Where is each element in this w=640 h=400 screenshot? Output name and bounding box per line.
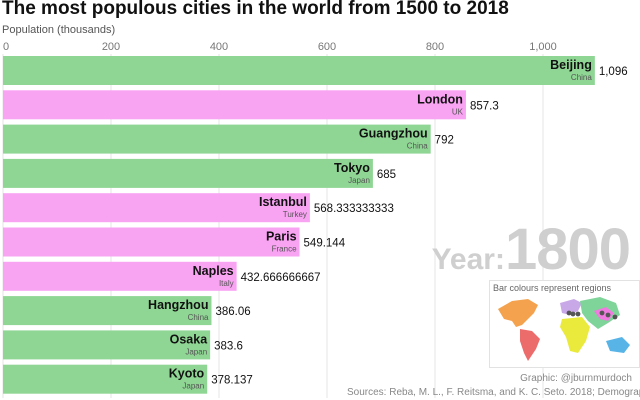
tick-label: 0: [3, 41, 9, 53]
tick-label: 400: [210, 41, 228, 53]
bar-city-label: Beijing: [550, 58, 592, 72]
chart-title: The most populous cities in the world fr…: [2, 0, 509, 19]
sources-note: Sources: Reba, M. L., F. Reitsma, and K.…: [347, 387, 640, 398]
bar: [3, 364, 208, 394]
bar: [3, 296, 212, 326]
region-legend: Bar colours represent regions: [489, 280, 640, 368]
bar-value-label: 792: [435, 135, 454, 147]
bar-city-label: Tokyo: [334, 161, 370, 175]
tick-label: 600: [318, 41, 336, 53]
bar-city-label: Hangzhou: [148, 298, 208, 312]
axis-label: Population (thousands): [2, 24, 116, 36]
map-north-america: [498, 299, 538, 327]
bar-value-label: 549.144: [304, 238, 346, 250]
bar-country-label: China: [407, 142, 428, 151]
city-marker: [570, 311, 576, 317]
tick-labels: 0 200 400 600 800 1,000: [3, 41, 557, 53]
map-europe: [560, 299, 582, 315]
bar-value-label: 386.06: [215, 306, 250, 318]
bar-city-label: Kyoto: [169, 367, 205, 381]
graphic-credit: Graphic: @jburnmurdoch: [520, 373, 632, 384]
city-marker: [605, 312, 611, 318]
bar: [3, 261, 237, 291]
city-marker: [599, 310, 605, 316]
bar-value-label: 857.3: [470, 100, 499, 112]
bar-value-label: 432.666666667: [241, 272, 321, 284]
bar-value-label: 1,096: [599, 66, 628, 78]
map-oceania: [606, 337, 630, 353]
bar: [3, 330, 211, 360]
bar-country-label: UK: [452, 107, 464, 116]
year-label: Year:: [431, 243, 505, 276]
bar: [3, 56, 595, 85]
bar-country-label: Japan: [185, 347, 207, 356]
tick-label: 200: [102, 41, 120, 53]
bar-value-label: 383.6: [214, 340, 243, 352]
bar-city-label: Istanbul: [259, 195, 307, 209]
map-south-america: [520, 329, 540, 361]
city-marker: [566, 310, 572, 316]
tick-label: 1,000: [529, 41, 557, 53]
bar-city-label: Osaka: [170, 332, 209, 346]
bar-country-label: Japan: [348, 176, 370, 185]
bar-city-label: London: [417, 92, 463, 106]
bar-value-label: 568.333333333: [314, 203, 394, 215]
bar-country-label: Japan: [182, 382, 204, 391]
bar-country-label: China: [188, 313, 209, 322]
bar-value-label: 378.137: [211, 375, 253, 387]
bar: [3, 193, 310, 223]
bar: [3, 158, 373, 188]
tick-label: 800: [426, 41, 444, 53]
map-africa: [560, 317, 590, 353]
bar: [3, 124, 431, 154]
legend-title: Bar colours represent regions: [493, 283, 612, 293]
year-display: Year:1800: [431, 216, 631, 283]
bar-country-label: France: [272, 245, 297, 254]
bar-city-label: Naples: [193, 264, 234, 278]
bar: [3, 90, 466, 120]
bar-country-label: Italy: [219, 279, 234, 288]
year-value: 1800: [504, 217, 631, 282]
bar-country-label: China: [571, 73, 592, 82]
city-marker: [575, 311, 581, 317]
bar: [3, 227, 300, 257]
bar-value-label: 685: [377, 169, 396, 181]
bar-city-label: Guangzhou: [359, 127, 428, 141]
bar-city-label: Paris: [266, 230, 297, 244]
world-map-icon: [498, 297, 630, 361]
city-marker: [612, 314, 618, 320]
bar-country-label: Turkey: [283, 210, 307, 219]
